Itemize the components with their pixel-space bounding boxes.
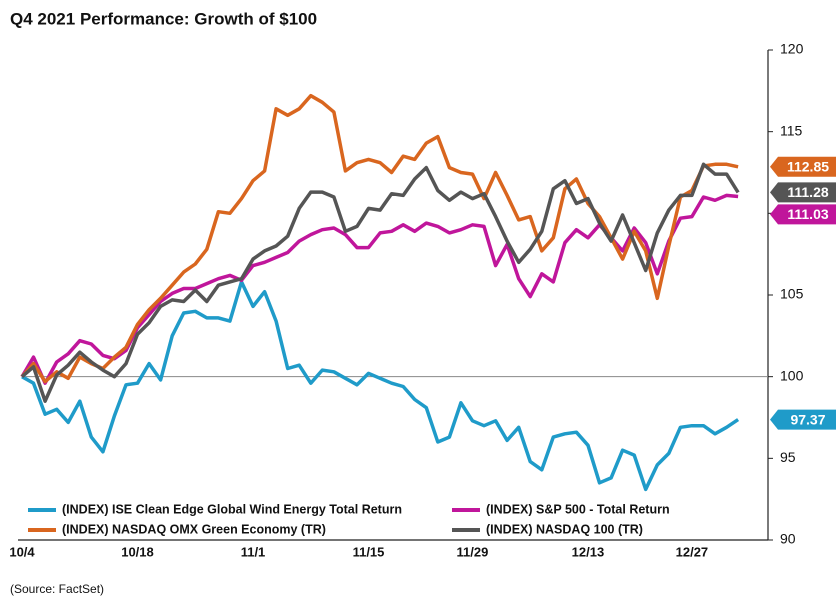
end-label: 112.85 [787,158,829,174]
y-tick-label: 90 [780,531,796,547]
x-tick-label: 12/13 [572,544,605,559]
legend-label: (INDEX) S&P 500 - Total Return [486,502,670,516]
end-label: 97.37 [790,411,825,427]
source-note: (Source: FactSet) [10,582,104,596]
end-label: 111.03 [787,206,828,222]
x-tick-label: 12/27 [676,544,709,559]
y-tick-label: 100 [780,367,804,383]
end-label-box [770,156,836,177]
x-tick-label: 11/15 [353,544,385,559]
y-tick-label: 115 [780,122,803,138]
x-tick-label: 10/18 [121,544,154,559]
legend-label: (INDEX) NASDAQ OMX Green Economy (TR) [62,522,326,536]
legend-label: (INDEX) NASDAQ 100 (TR) [486,522,643,536]
x-tick-label: 11/1 [241,544,266,559]
y-tick-label: 105 [780,286,804,302]
end-label-box [770,204,836,225]
series-line [21,280,740,492]
series-line [20,162,740,403]
y-tick-label: 95 [780,449,796,465]
x-tick-label: 11/29 [457,544,489,559]
legend-label: (INDEX) ISE Clean Edge Global Wind Energ… [62,502,402,516]
y-tick-label: 120 [780,41,804,57]
series-line [20,193,739,385]
end-label: 111.28 [787,184,828,200]
end-label-box [770,409,836,430]
series-line [20,93,739,384]
end-label-box [770,182,836,203]
x-tick-label: 10/4 [9,544,35,559]
chart-title: Q4 2021 Performance: Growth of $100 [10,9,317,28]
